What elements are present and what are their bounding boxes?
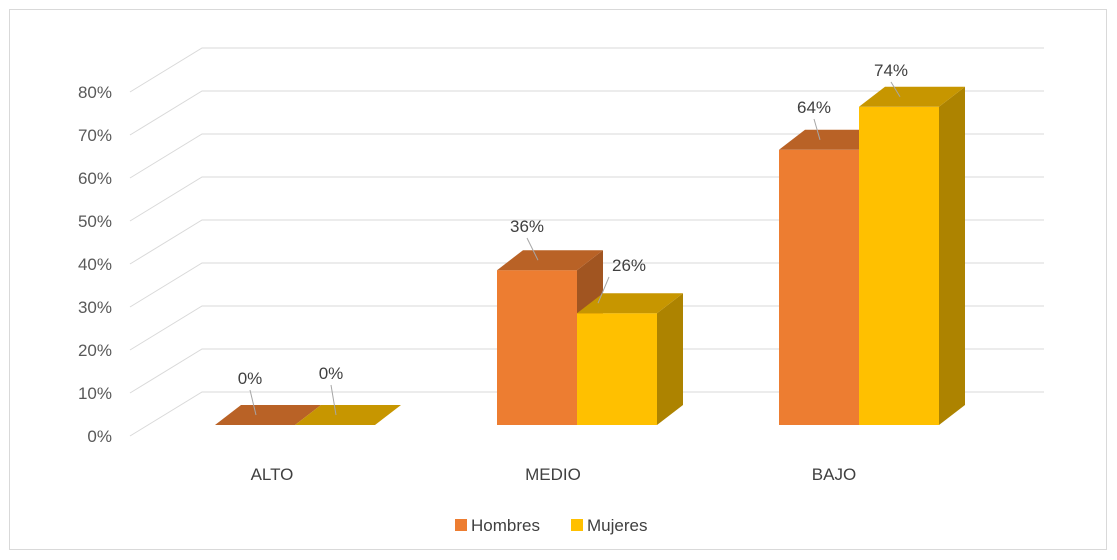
gridline — [129, 176, 1044, 222]
legend-item-mujeres[interactable]: Mujeres — [571, 516, 647, 535]
bar-top-face — [779, 129, 885, 150]
bar-front-face — [577, 313, 657, 425]
label-leader-line — [330, 384, 337, 416]
y-tick-label: 10% — [78, 384, 112, 403]
gridline — [129, 391, 1044, 437]
label-leader-line — [249, 389, 257, 416]
bars — [215, 86, 965, 426]
bar-top-face — [215, 405, 321, 425]
y-tick-label: 20% — [78, 341, 112, 360]
legend-label: Hombres — [471, 516, 540, 535]
bar-mujeres-bajo[interactable] — [859, 86, 965, 426]
y-tick-label: 30% — [78, 298, 112, 317]
bar-top-face — [859, 86, 965, 107]
gridline — [129, 133, 1044, 179]
y-tick-label: 0% — [87, 427, 112, 446]
y-axis-ticks: 0% 10% 20% 30% 40% 50% 60% 70% 80% — [78, 83, 112, 446]
bar-front-face — [859, 106, 939, 426]
bar-side-face — [939, 86, 965, 426]
category-label: ALTO — [251, 465, 294, 484]
data-label: 0% — [238, 369, 263, 388]
legend-swatch — [455, 519, 467, 531]
data-label: 0% — [319, 364, 344, 383]
gridline — [129, 219, 1044, 265]
data-label: 74% — [874, 61, 908, 80]
legend-swatch — [571, 519, 583, 531]
gridlines — [129, 47, 1044, 437]
data-label: 36% — [510, 217, 544, 236]
bar-top-face — [577, 293, 683, 314]
label-leader-line — [890, 81, 901, 98]
data-label: 26% — [612, 256, 646, 275]
gridline — [129, 90, 1044, 136]
label-leader-line — [813, 118, 821, 140]
label-leader-line — [597, 276, 610, 304]
bar-front-face — [497, 270, 577, 425]
category-labels: ALTO MEDIO BAJO — [251, 465, 857, 484]
gridline — [129, 305, 1044, 351]
gridline — [129, 262, 1044, 308]
data-labels: 0% 0% 36% 26% 64% 74% — [238, 61, 908, 416]
bar-side-face — [657, 293, 683, 425]
bar-top-face — [497, 250, 603, 271]
gridline — [129, 348, 1044, 394]
bar-top-face — [295, 405, 401, 425]
legend-item-hombres[interactable]: Hombres — [455, 516, 540, 535]
y-tick-label: 40% — [78, 255, 112, 274]
category-label: MEDIO — [525, 465, 581, 484]
y-tick-label: 80% — [78, 83, 112, 102]
bar-hombres-alto[interactable] — [215, 405, 321, 425]
bar-mujeres-medio[interactable] — [577, 293, 683, 425]
y-tick-label: 60% — [78, 169, 112, 188]
legend[interactable]: Hombres Mujeres — [455, 516, 647, 535]
category-label: BAJO — [812, 465, 856, 484]
y-tick-label: 50% — [78, 212, 112, 231]
bar-mujeres-alto[interactable] — [295, 405, 401, 425]
label-leader-line — [526, 237, 539, 261]
y-tick-label: 70% — [78, 126, 112, 145]
data-label: 64% — [797, 98, 831, 117]
gridline — [129, 47, 1044, 93]
bar-front-face — [779, 149, 859, 426]
legend-label: Mujeres — [587, 516, 647, 535]
